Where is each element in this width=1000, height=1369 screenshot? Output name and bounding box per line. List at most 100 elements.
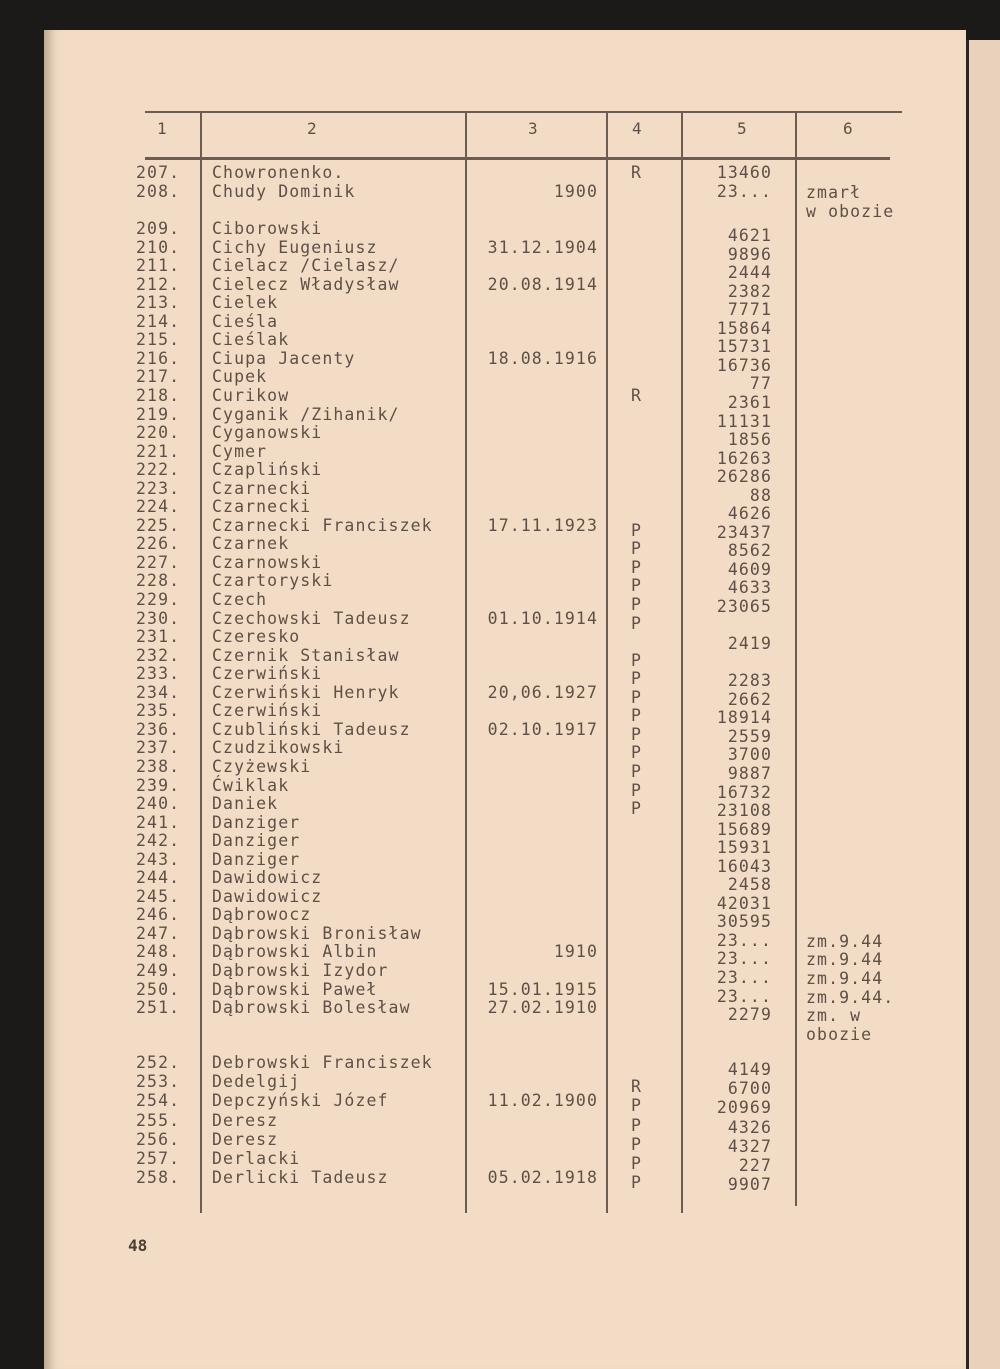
row-mark: P: [631, 595, 643, 614]
row-number: 223.: [136, 478, 181, 498]
row-number: 208.: [136, 182, 181, 201]
row-mark: P: [631, 780, 643, 800]
row-name: Curikow: [212, 385, 290, 405]
row-note: zm.9.44: [806, 931, 884, 951]
row-number: 252.: [136, 1053, 181, 1072]
row-name: Czarnecki: [212, 478, 312, 498]
row-name: Ciborowski: [212, 219, 323, 238]
row-number: 219.: [136, 404, 181, 424]
page-number: 48: [128, 1236, 148, 1255]
row-number-value: 23437: [716, 522, 772, 542]
row-number: 215.: [136, 330, 181, 350]
row-number: 240.: [136, 794, 181, 814]
row-number-value: 15864: [716, 318, 772, 338]
row-number: 234.: [136, 682, 181, 702]
row-name: Czechowski Tadeusz: [212, 608, 411, 628]
row-number-value: 15689: [716, 819, 772, 839]
row-date: 1900: [553, 182, 598, 201]
row-mark: P: [631, 650, 643, 670]
row-number-value: 4633: [727, 578, 772, 598]
row-name: Cielek: [212, 293, 279, 313]
row-number-value: 23065: [716, 597, 772, 616]
row-number: 242.: [136, 831, 181, 851]
row-name: Czerwiński: [212, 701, 323, 721]
row-mark: P: [631, 706, 643, 726]
row-name: Derlacki: [212, 1149, 301, 1168]
row-name: Dąbrowski Bronisław: [212, 923, 422, 943]
row-date: 01.10.1914: [487, 608, 598, 628]
row-number: 218.: [136, 385, 181, 405]
row-number-value: 4327: [727, 1136, 772, 1156]
row-number-value: 9887: [727, 763, 772, 783]
row-number: 250.: [136, 979, 181, 999]
column-header-5: 5: [737, 119, 747, 138]
row-number: 243.: [136, 849, 181, 869]
row-mark: P: [631, 799, 643, 819]
row-number: 248.: [136, 942, 181, 962]
column-divider: [465, 111, 467, 1213]
row-name: Dąbrowski Izydor: [212, 961, 389, 980]
row-number-value: 2458: [727, 875, 772, 895]
row-number: 241.: [136, 812, 181, 832]
row-number-value: 23108: [716, 801, 772, 821]
row-number-value: 23...: [716, 930, 772, 950]
row-name: Dedelgij: [212, 1072, 301, 1092]
row-date: 20,06.1927: [487, 682, 598, 702]
row-number-value: 16263: [716, 448, 772, 468]
row-name: Cielecz Władysław: [212, 274, 400, 294]
row-number-value: 42031: [716, 893, 772, 913]
row-number: 239.: [136, 775, 181, 795]
row-name: Czerwiński: [212, 664, 323, 684]
column-header-1: 1: [157, 119, 167, 138]
column-header-6: 6: [843, 119, 853, 138]
row-number-value: 23...: [716, 949, 772, 969]
row-mark: P: [631, 669, 643, 689]
row-name: Czech: [212, 590, 268, 609]
row-number-value: 20969: [716, 1098, 772, 1118]
row-number: 210.: [136, 237, 181, 257]
row-name: Dawidowicz: [212, 868, 323, 888]
row-date: 11.02.1900: [487, 1091, 598, 1111]
row-name: Cyganowski: [212, 423, 323, 443]
row-name: Dąbrowski Paweł: [212, 979, 378, 999]
row-name: Cyganik /Zihanik/: [212, 404, 400, 424]
row-name: Czeresko: [212, 627, 301, 647]
row-name: Depczyński Józef: [212, 1091, 389, 1111]
row-number: 216.: [136, 348, 181, 368]
column-header-3: 3: [528, 119, 538, 138]
row-name: Debrowski Franciszek: [212, 1053, 433, 1072]
row-name: Cieślak: [212, 330, 290, 350]
row-number-value: 18914: [716, 708, 772, 728]
row-number-value: 88: [749, 485, 772, 505]
row-mark: P: [631, 1096, 643, 1116]
row-number: 217.: [136, 367, 181, 387]
row-name: Czerwiński Henryk: [212, 682, 400, 702]
row-number: 244.: [136, 868, 181, 888]
row-mark: P: [631, 1173, 643, 1193]
row-number-value: 4621: [727, 226, 772, 245]
row-number: 257.: [136, 1149, 181, 1168]
row-number-value: 77: [749, 374, 772, 394]
row-number: 237.: [136, 738, 181, 758]
column-divider: [795, 111, 797, 1206]
row-mark: R: [631, 385, 643, 405]
row-mark: P: [631, 520, 643, 540]
row-number: 247.: [136, 923, 181, 943]
row-number-value: 9907: [727, 1175, 772, 1195]
table-top-rule: [145, 111, 902, 113]
row-number-value: 2419: [727, 634, 772, 654]
row-number-value: 16736: [716, 355, 772, 375]
row-name: Czartoryski: [212, 571, 334, 591]
row-number: 258.: [136, 1168, 181, 1188]
row-number-value: 15731: [716, 337, 772, 357]
row-number-value: 23...: [716, 986, 772, 1006]
row-date: 15.01.1915: [487, 979, 598, 999]
row-note: zm.9.44: [806, 969, 884, 988]
row-number: 253.: [136, 1072, 181, 1092]
row-number-value: 26286: [716, 467, 772, 487]
row-number-value: 4326: [727, 1117, 772, 1137]
row-number-value: 2279: [727, 1005, 772, 1025]
row-name: Ciupa Jacenty: [212, 348, 356, 368]
next-page-edge: [966, 40, 1000, 1369]
row-name: Czarnecki: [212, 497, 312, 517]
